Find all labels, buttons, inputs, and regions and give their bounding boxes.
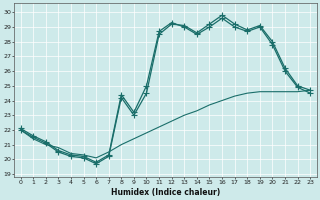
X-axis label: Humidex (Indice chaleur): Humidex (Indice chaleur) [111,188,220,197]
